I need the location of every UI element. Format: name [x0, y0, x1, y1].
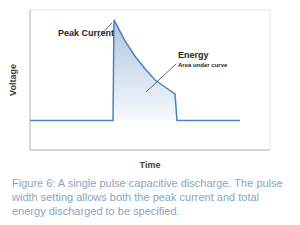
- svg-text:Time: Time: [140, 160, 161, 170]
- svg-text:Peak Current: Peak Current: [58, 28, 114, 38]
- svg-text:Area under curve: Area under curve: [178, 62, 228, 68]
- svg-text:Energy: Energy: [178, 50, 209, 60]
- svg-text:Voltage: Voltage: [8, 64, 18, 96]
- html-text:Figure 6: A single pulse capac: Figure 6: A single pulse capacitive disc…: [12, 177, 283, 217]
